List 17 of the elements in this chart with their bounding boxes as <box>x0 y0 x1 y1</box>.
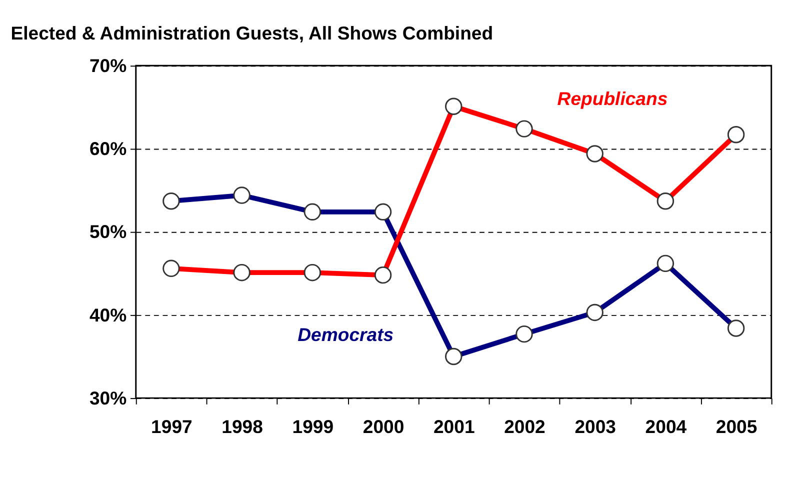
y-tick-label: 50% <box>89 221 128 242</box>
y-tick-label: 40% <box>89 304 128 326</box>
x-tick-label: 2004 <box>645 416 688 437</box>
x-tick-label: 2001 <box>433 416 475 437</box>
y-tick-label: 70% <box>89 55 128 76</box>
x-tick-label: 1997 <box>151 416 192 437</box>
series-label: Republicans <box>557 88 668 109</box>
x-tick-label: 2003 <box>574 416 616 437</box>
x-tick-label: 2005 <box>716 416 758 437</box>
text: Democrats <box>298 324 394 345</box>
chart-title: Elected & Administration Guests, All Shows Combined <box>10 22 494 44</box>
x-tick-label: 1998 <box>222 416 263 437</box>
x-tick-label: 2000 <box>362 416 404 437</box>
y-tick-label: 30% <box>89 387 128 408</box>
y-tick-label: 60% <box>89 138 128 160</box>
x-tick-label: 2002 <box>504 416 546 437</box>
x-tick-label: 1999 <box>292 416 334 437</box>
